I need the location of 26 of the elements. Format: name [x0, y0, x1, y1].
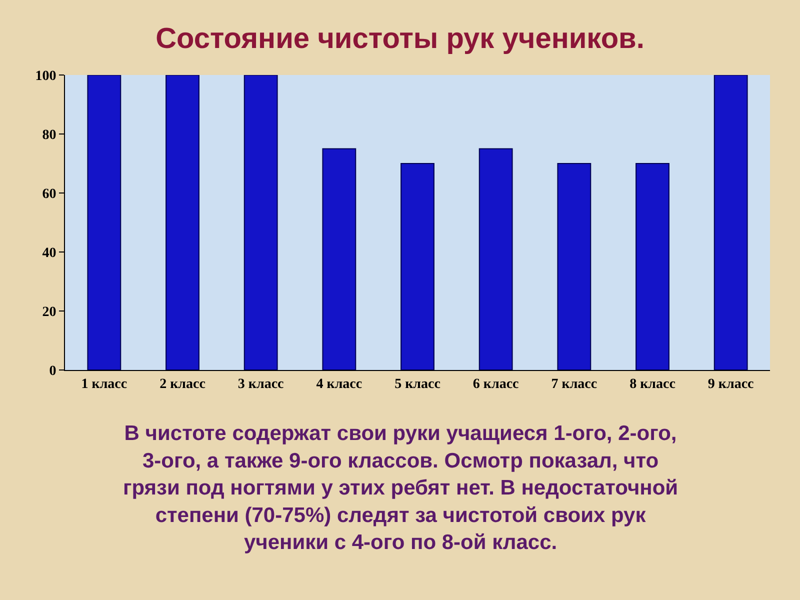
text: В чистоте содержат свои руки учащиеся 1-ого, 2-ого, 3-ого, а также 9-ого классов. Осмотр показал, что грязи под ногтями у этих ребят нет. В недостаточной степени (70-75%) следят за чистотой своих рук ученики с 4-ого по 8-ой класс.: [123, 422, 678, 554]
x-tick-label: 5 класс: [394, 376, 440, 392]
bar: [87, 75, 122, 370]
bar: [636, 163, 670, 370]
x-tick-label: 6 класс: [472, 376, 519, 392]
bar: [244, 75, 278, 370]
x-tick-label: 1 класс: [81, 376, 128, 392]
y-tick-label: 20: [42, 304, 56, 320]
bar: [478, 148, 513, 370]
chart-title: Состояние чистоты рук учеников.: [156, 23, 644, 56]
x-tick-label: 3 класс: [238, 376, 284, 392]
y-tick-label: 100: [35, 68, 56, 84]
bar: [322, 148, 356, 370]
y-tick-label: 40: [42, 246, 56, 261]
x-tick-label: 8 класс: [630, 376, 676, 392]
y-tick-label: 60: [42, 186, 56, 202]
x-tick-label: 4 класс: [316, 376, 362, 392]
y-tick-label: 80: [42, 128, 56, 143]
x-tick-label: 2 класс: [160, 376, 206, 392]
bar: [557, 163, 592, 370]
x-tick-label: 9 класс: [708, 376, 754, 392]
bar: [714, 75, 748, 370]
x-tick-label: 7 класс: [551, 376, 598, 392]
bar: [166, 75, 200, 370]
y-tick-label: 0: [49, 364, 56, 379]
bar: [400, 163, 434, 370]
